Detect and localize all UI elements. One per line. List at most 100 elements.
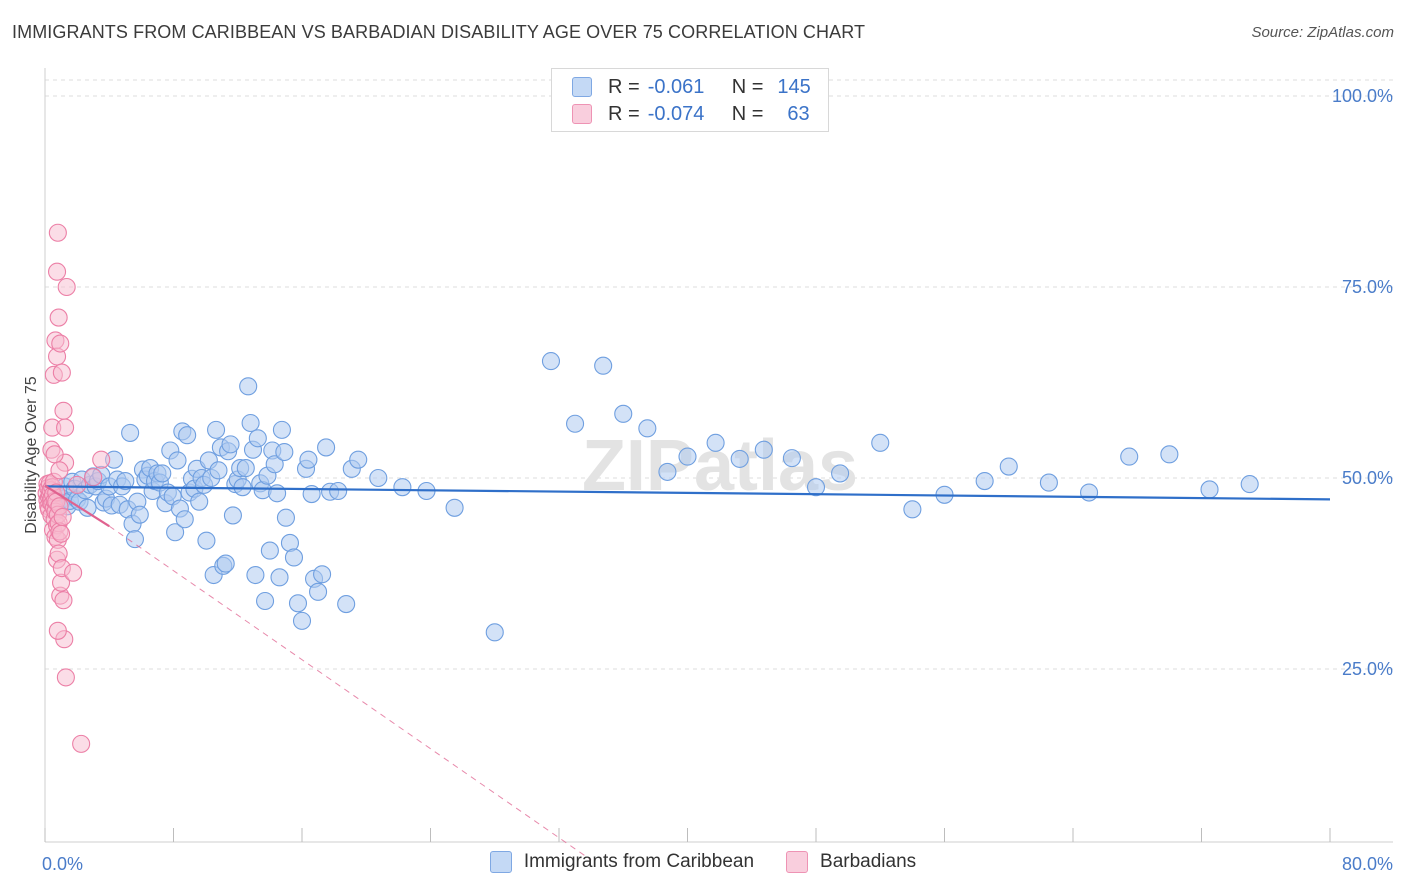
point-caribbean [349,450,368,469]
point-caribbean [166,523,185,542]
point-caribbean [233,478,252,497]
point-caribbean [313,565,332,584]
point-barbadians [72,734,91,753]
point-caribbean [1200,480,1219,499]
legend-label-caribbean: Immigrants from Caribbean [523,851,755,872]
point-caribbean [658,462,677,481]
point-caribbean [130,505,149,524]
point-caribbean [276,508,295,527]
point-caribbean [806,478,826,497]
legend-item-caribbean: Immigrants from Caribbean [489,851,755,873]
point-caribbean [236,459,255,478]
point-barbadians [92,450,111,469]
point-caribbean [272,420,291,439]
point-caribbean [309,582,328,601]
legend: R = -0.061 N = 145 R = -0.074 N = 63 [551,68,829,132]
point-barbadians [68,475,87,494]
point-barbadians [64,563,83,582]
point-caribbean [168,451,187,470]
series-caribbean [39,352,1259,642]
point-caribbean [485,623,504,642]
point-barbadians [54,591,73,610]
point-barbadians [57,277,76,297]
point-caribbean [265,455,284,474]
point-caribbean [975,472,994,491]
point-caribbean [999,457,1018,476]
series-legend: Immigrants from Caribbean Barbadians [0,851,1406,873]
point-caribbean [754,440,773,459]
point-caribbean [329,481,348,501]
legend-r-value: -0.074 [647,102,705,125]
point-caribbean [239,377,258,396]
legend-n-label: N = [731,75,764,98]
point-caribbean [125,530,144,549]
legend-row-barbadians: R = -0.074 N = 63 [572,101,810,127]
point-barbadians [53,507,72,527]
trend-line-caribbean [44,485,1331,501]
point-caribbean [317,438,336,457]
point-caribbean [268,484,287,503]
point-caribbean [1160,445,1179,464]
point-caribbean [190,492,209,511]
trend-line-barbadians [44,484,110,528]
pink-swatch-icon [572,104,592,124]
blue-swatch-icon [572,77,592,97]
point-caribbean [638,419,657,438]
point-caribbean [288,594,308,613]
point-caribbean [241,413,260,433]
trend-lines [44,484,1331,861]
trend-line-barbadians-extension [108,525,592,861]
y-tick-label: 75.0% [1342,277,1393,297]
point-caribbean [292,611,312,630]
point-caribbean [178,426,197,445]
point-caribbean [275,442,294,462]
point-caribbean [871,433,890,452]
point-caribbean [1120,447,1139,466]
pink-swatch-icon [786,851,809,873]
legend-n-value: 63 [787,102,810,125]
point-caribbean [116,472,135,491]
legend-item-barbadians: Barbadians [786,851,916,873]
point-caribbean [445,498,464,517]
point-caribbean [270,568,289,587]
y-tick-label: 100.0% [1332,86,1393,106]
point-caribbean [614,404,633,423]
point-caribbean [121,423,140,442]
point-barbadians [56,418,75,437]
point-caribbean [246,565,265,585]
legend-r-label: R = [608,75,640,98]
point-caribbean [248,429,267,448]
legend-r-value: -0.061 [647,75,705,98]
point-barbadians [48,621,67,640]
point-caribbean [197,531,216,550]
point-caribbean [369,468,388,488]
x-tick-label: 80.0% [1342,854,1393,874]
legend-n-value: 145 [777,75,811,98]
point-caribbean [678,447,697,466]
point-caribbean [541,352,561,371]
point-caribbean [256,591,275,611]
point-caribbean [706,433,725,452]
point-caribbean [153,464,172,483]
point-barbadians [45,445,64,464]
blue-swatch-icon [489,851,512,873]
source-label: Source: ZipAtlas.com [1251,24,1394,41]
point-caribbean [730,449,749,468]
legend-label-barbadians: Barbadians [820,851,917,872]
point-caribbean [566,414,585,433]
point-caribbean [1240,475,1259,494]
y-tick-label: 50.0% [1342,468,1393,488]
point-barbadians [48,223,67,242]
y-axis-label: Disability Age Over 75 [23,376,40,534]
point-caribbean [594,356,613,375]
tick-labels: 25.0% 50.0% 75.0% 100.0% 0.0% 80.0% [42,86,1393,874]
point-barbadians [54,401,73,420]
point-barbadians [49,308,68,327]
point-caribbean [782,449,801,468]
point-caribbean [337,595,356,614]
point-caribbean [223,506,242,525]
point-caribbean [831,464,850,483]
point-caribbean [216,554,235,573]
legend-r-label: R = [608,102,640,125]
